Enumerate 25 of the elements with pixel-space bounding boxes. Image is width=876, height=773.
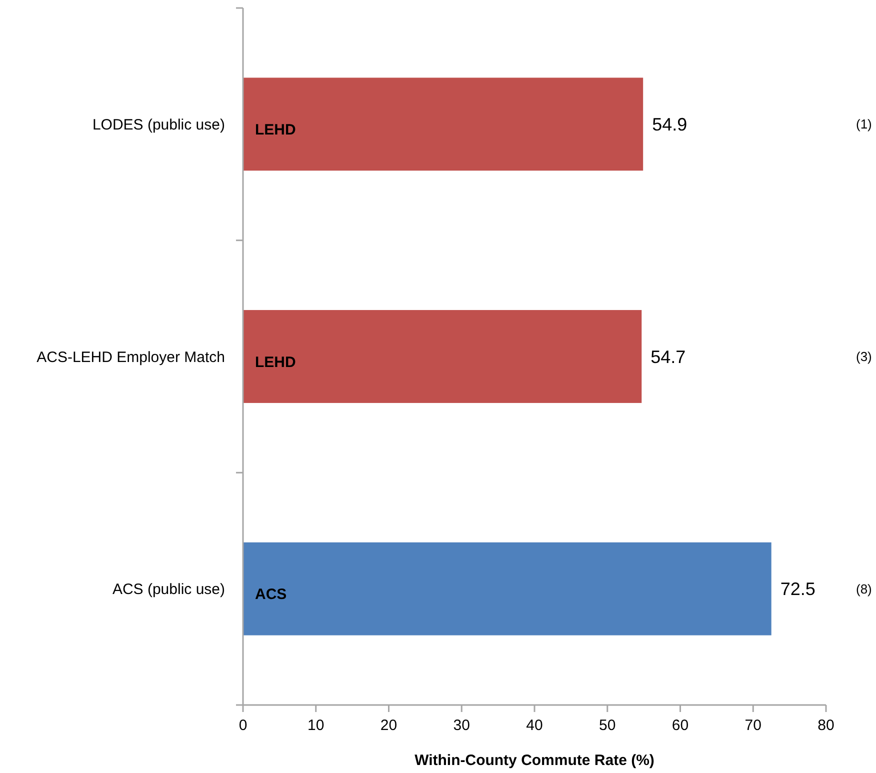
bar xyxy=(243,310,642,403)
x-tick-label: 0 xyxy=(238,717,248,734)
x-tick-label: 40 xyxy=(526,717,543,734)
x-axis-title: Within-County Commute Rate (%) xyxy=(414,752,654,769)
text: (3) xyxy=(856,349,872,364)
data-label: 54.9 xyxy=(652,114,688,134)
x-tick-label: 50 xyxy=(599,717,616,734)
text: (1) xyxy=(856,116,872,132)
x-tick-label: 30 xyxy=(453,717,470,734)
data-label: 72.5 xyxy=(780,579,816,600)
bar xyxy=(243,78,644,171)
y-tick-label: ACS (public use) xyxy=(112,581,225,598)
annotation: ACS xyxy=(255,586,287,604)
x-tick-label: 10 xyxy=(308,717,324,734)
text: (8) xyxy=(856,581,872,596)
y-tick-label: ACS-LEHD Employer Match xyxy=(36,348,225,366)
bar xyxy=(243,542,772,636)
annotation: LEHD xyxy=(255,354,296,371)
x-tick-label: 80 xyxy=(818,717,834,734)
x-tick-label: 70 xyxy=(744,717,762,734)
y-tick-label: LODES (public use) xyxy=(92,116,225,134)
annotation: LEHD xyxy=(255,121,296,138)
x-tick-label: 20 xyxy=(380,717,398,734)
x-tick-label: 60 xyxy=(672,717,689,734)
data-label: 54.7 xyxy=(650,346,686,367)
